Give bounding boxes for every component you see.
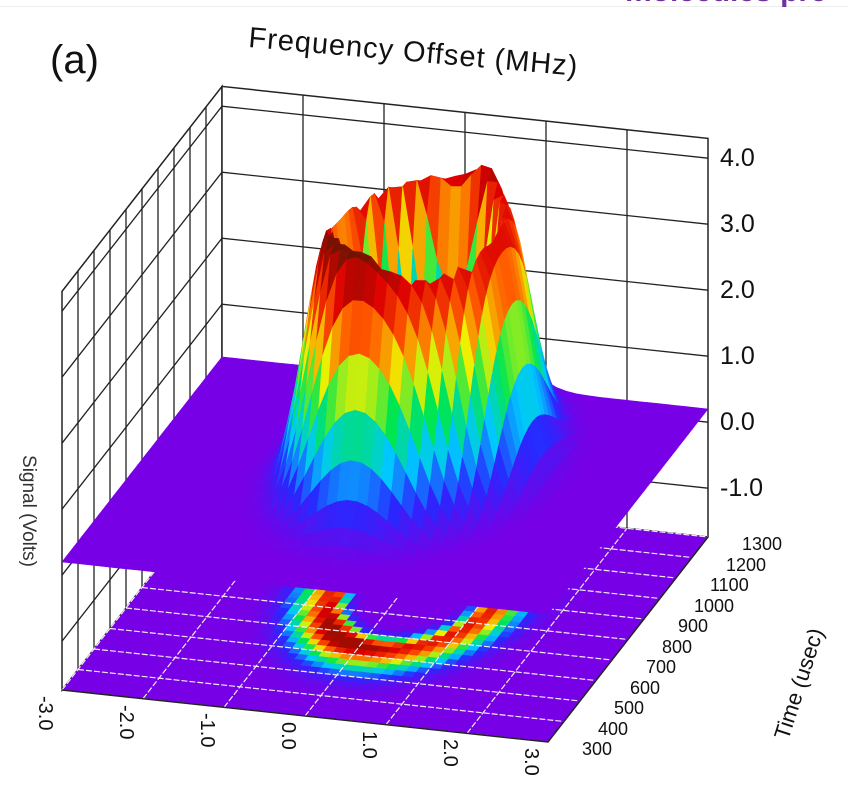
z-tick-label: 0.0 [720, 408, 755, 437]
floor-gridline-freq [466, 527, 628, 734]
freq-tick-label: -3.0 [34, 696, 56, 731]
axis-edge [61, 536, 709, 743]
time-tick-label: 1000 [694, 595, 735, 616]
time-tick-label: 800 [662, 636, 693, 657]
z-tick-label: -1.0 [720, 474, 764, 503]
time-tick-label: 700 [646, 657, 677, 677]
time-tick-label: 1200 [726, 554, 767, 575]
time-tick-label: 500 [614, 698, 645, 718]
freq-tick-label: -1.0 [196, 713, 218, 748]
floor-gridline-time [109, 627, 597, 682]
time-tick-label: 1300 [742, 534, 783, 554]
freq-tick-label: 0.0 [277, 722, 299, 750]
z-tick-label: 1.0 [720, 342, 755, 371]
freq-tick-label: 1.0 [358, 730, 380, 759]
z-tick-label: 3.0 [720, 210, 755, 239]
surface-cell [537, 607, 553, 615]
freq-tick-label: 3.0 [520, 748, 542, 776]
z-tick-label: 2.0 [720, 276, 755, 305]
freq-tick-label: -2.0 [115, 704, 137, 740]
freq-tick-label: 2.0 [439, 739, 461, 768]
time-tick-label: 900 [678, 616, 709, 636]
z-tick-label: 4.0 [720, 144, 755, 173]
header-fragment: molecules pre [625, 0, 827, 8]
z-axis-label: Signal (Volts) [17, 455, 39, 567]
time-tick-label: 1100 [710, 575, 749, 595]
time-tick-label: 300 [582, 739, 613, 759]
panel-label: (a) [50, 38, 99, 82]
divider [0, 6, 848, 7]
time-tick-label: 400 [598, 718, 629, 739]
time-tick-label: 600 [630, 677, 661, 698]
